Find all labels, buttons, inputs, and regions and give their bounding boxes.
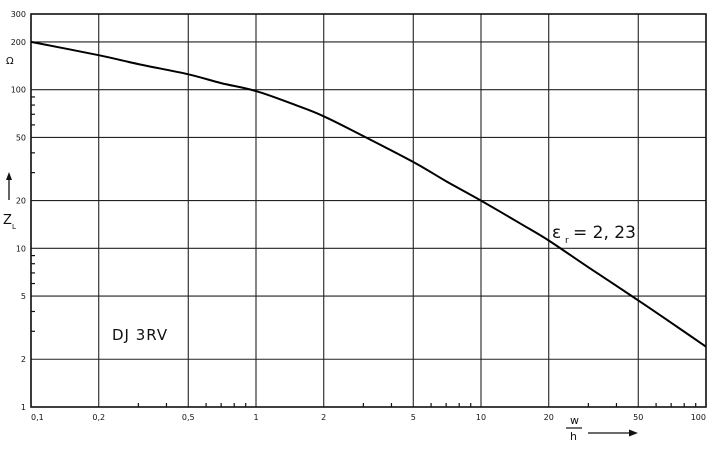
y-tick-label: 10 xyxy=(16,244,26,253)
y-tick-label: 1 xyxy=(21,403,26,412)
epsilon-subscript: r xyxy=(565,236,569,246)
y-tick-label: 2 xyxy=(21,355,26,364)
y-tick-label: 20 xyxy=(16,197,26,206)
impedance-curve xyxy=(30,40,707,348)
plot-frame xyxy=(30,13,707,408)
epsilon-annotation: ε r = 2, 23 xyxy=(552,223,636,246)
x-tick-label: 10 xyxy=(476,413,486,422)
x-tick-label: 1 xyxy=(253,413,258,422)
minor-tick-marks xyxy=(31,96,697,407)
y-tick-label: 100 xyxy=(11,86,26,95)
y-unit-label: Ω xyxy=(6,56,14,67)
x-tick-label: 20 xyxy=(544,413,554,422)
y-axis-label-main: Z xyxy=(3,213,12,228)
y-tick-label: 50 xyxy=(16,133,26,142)
y-axis-label: Z L xyxy=(3,172,16,231)
x-axis-label-denominator: h xyxy=(570,430,577,443)
x-axis-label-numerator: w xyxy=(570,414,579,427)
x-tick-label: 2 xyxy=(321,413,326,422)
x-tick-label: 50 xyxy=(633,413,643,422)
y-tick-label: 200 xyxy=(11,38,26,47)
grid-lines xyxy=(30,13,707,408)
x-tick-label: 0,5 xyxy=(182,413,195,422)
figure-code: DJ 3RV xyxy=(112,326,168,344)
y-tick-label: 300 xyxy=(11,10,26,19)
y-tick-labels: 1 2 5 10 20 50 100 200 300 xyxy=(11,10,26,412)
y-axis-label-sub: L xyxy=(12,223,16,231)
x-tick-label: 0,1 xyxy=(31,413,44,422)
x-tick-label: 100 xyxy=(691,413,706,422)
x-tick-label: 5 xyxy=(411,413,416,422)
x-axis-label: w h xyxy=(566,414,638,443)
y-tick-label: 5 xyxy=(21,292,26,301)
x-tick-labels: 0,1 0,2 0,5 1 2 5 10 20 50 100 xyxy=(31,413,706,422)
epsilon-symbol: ε xyxy=(552,223,561,243)
x-tick-label: 0,2 xyxy=(92,413,105,422)
epsilon-value: = 2, 23 xyxy=(573,223,636,243)
